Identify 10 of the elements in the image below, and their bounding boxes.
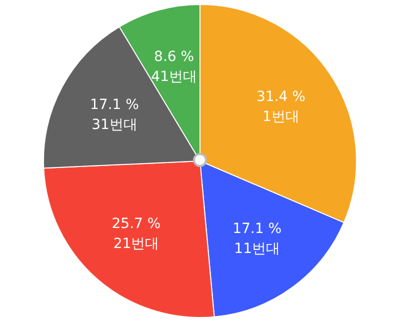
data-label: 17.1 % [90,96,139,113]
slice-label: 31번대 [92,116,138,133]
data-label: 17.1 % [232,221,282,238]
data-label: 25.7 % [112,216,161,232]
slice-label: 41번대 [151,69,197,86]
slice-label: 11번대 [234,241,280,258]
data-label: 31.4 % [256,89,306,106]
slice-label: 21번대 [113,236,160,252]
slice-label: 1번대 [262,109,300,126]
data-label: 8.6 % [154,49,194,66]
